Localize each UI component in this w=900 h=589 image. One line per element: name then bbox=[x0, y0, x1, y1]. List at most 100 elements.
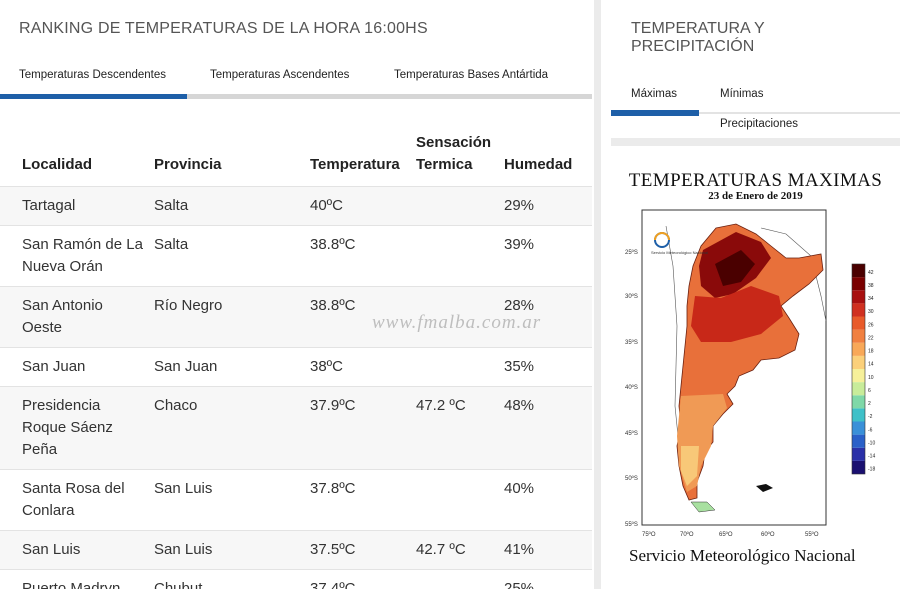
legend-swatch bbox=[852, 395, 865, 409]
table-header-row: Localidad Provincia Temperatura Sensació… bbox=[0, 128, 592, 187]
legend-label: -14 bbox=[868, 454, 875, 460]
legend-label: -6 bbox=[868, 427, 873, 433]
legend-swatch bbox=[852, 369, 865, 383]
legend-label: 10 bbox=[868, 375, 874, 381]
table-row: San Antonio Oeste Río Negro 38.8ºC 28% bbox=[0, 286, 592, 348]
legend-swatch bbox=[852, 447, 865, 461]
header-humedad: Humedad bbox=[504, 128, 592, 187]
lat-label: 35ºS bbox=[625, 339, 638, 346]
table-row: Tartagal Salta 40ºC 29% bbox=[0, 186, 592, 226]
lon-label: 55ºO bbox=[805, 531, 819, 538]
map-date: 23 de Enero de 2019 bbox=[708, 190, 803, 202]
cell-localidad: Tartagal bbox=[0, 186, 154, 226]
map-footer: Servicio Meteorológico Nacional bbox=[629, 546, 856, 565]
cell-provincia: Chubut bbox=[154, 569, 310, 589]
tierra-del-fuego bbox=[690, 501, 716, 513]
legend-label: 18 bbox=[868, 349, 874, 355]
cell-humedad: 35% bbox=[504, 347, 592, 387]
cell-humedad: 48% bbox=[504, 386, 592, 470]
ranking-title: RANKING DE TEMPERATURAS DE LA HORA 16:00… bbox=[19, 20, 428, 37]
lon-label: 60ºO bbox=[761, 531, 775, 538]
color-legend: 42 38 34 30 26 22 18 14 10 6 2 -2 -6 -10 -14 -18 bbox=[851, 263, 875, 475]
cell-sensacion bbox=[416, 286, 504, 348]
legend-label: 22 bbox=[868, 335, 874, 341]
tab-temperaturas-bases-antartida[interactable]: Temperaturas Bases Antártida bbox=[394, 69, 549, 81]
legend-swatch bbox=[852, 460, 865, 474]
cell-temperatura: 38.8ºC bbox=[310, 286, 416, 348]
country-border bbox=[665, 225, 682, 467]
cell-temperatura: 40ºC bbox=[310, 186, 416, 226]
lat-label: 55ºS bbox=[625, 521, 638, 528]
cell-provincia: San Luis bbox=[154, 469, 310, 531]
header-sensacion-termica: Sensación Termica bbox=[416, 128, 504, 187]
cell-sensacion bbox=[416, 225, 504, 287]
table-row: Puerto Madryn Chubut 37.4ºC 25% bbox=[0, 569, 592, 589]
cell-localidad: San Antonio Oeste bbox=[0, 286, 154, 348]
lon-label: 75ºO bbox=[642, 531, 656, 538]
legend-swatch bbox=[852, 303, 865, 317]
table-row: San Luis San Luis 37.5ºC 42.7 ºC 41% bbox=[0, 530, 592, 570]
cell-humedad: 39% bbox=[504, 225, 592, 287]
cell-sensacion bbox=[416, 186, 504, 226]
legend-swatch bbox=[852, 264, 865, 278]
tab-minimas[interactable]: Mínimas bbox=[720, 88, 764, 100]
panel-title: TEMPERATURA Y PRECIPITACIÓN bbox=[631, 20, 831, 56]
lon-label: 65ºO bbox=[719, 531, 733, 538]
logo-text: Servicio Meteorológico Nacional bbox=[651, 250, 708, 255]
cool-zone bbox=[681, 446, 699, 486]
legend-swatch bbox=[852, 329, 865, 343]
legend-label: 26 bbox=[868, 322, 874, 328]
cell-provincia: Chaco bbox=[154, 386, 310, 470]
cell-sensacion: 47.2 ºC bbox=[416, 386, 504, 470]
temperature-ranking-panel: RANKING DE TEMPERATURAS DE LA HORA 16:00… bbox=[0, 20, 592, 589]
tab-maximas[interactable]: Máximas bbox=[631, 88, 678, 100]
tab-track bbox=[699, 112, 900, 114]
active-tab-indicator bbox=[611, 110, 699, 116]
legend-swatch bbox=[852, 382, 865, 396]
map-graphic: 25ºS 30ºS 35ºS 40ºS 45ºS 50ºS 55ºS 75ºO … bbox=[625, 209, 875, 538]
legend-swatch bbox=[852, 277, 865, 291]
panel-divider bbox=[594, 0, 601, 589]
legend-label: 14 bbox=[868, 362, 874, 368]
cell-temperatura: 37.5ºC bbox=[310, 530, 416, 570]
tab-temperaturas-descendentes[interactable]: Temperaturas Descendentes bbox=[19, 69, 167, 81]
legend-label: 6 bbox=[868, 388, 871, 394]
heat-zone bbox=[691, 286, 783, 342]
table-row: Santa Rosa del Conlara San Luis 37.8ºC 4… bbox=[0, 469, 592, 531]
lon-label: 70ºO bbox=[680, 531, 694, 538]
legend-label: 30 bbox=[868, 309, 874, 315]
lat-label: 45ºS bbox=[625, 430, 638, 437]
temperature-precipitation-panel: TEMPERATURA Y PRECIPITACIÓN Máximas Míni… bbox=[611, 0, 900, 589]
legend-swatch bbox=[852, 355, 865, 369]
cell-sensacion bbox=[416, 469, 504, 531]
heat-core-peak bbox=[715, 250, 755, 286]
map-title: TEMPERATURAS MAXIMAS bbox=[628, 170, 883, 191]
cell-localidad: San Juan bbox=[0, 347, 154, 387]
legend-label: 34 bbox=[868, 296, 874, 302]
watermark: www.fmalba.com.ar bbox=[372, 312, 542, 333]
header-localidad: Localidad bbox=[0, 128, 154, 187]
lat-label: 40ºS bbox=[625, 384, 638, 391]
cell-localidad: San Luis bbox=[0, 530, 154, 570]
cell-provincia: Salta bbox=[154, 225, 310, 287]
lat-label: 50ºS bbox=[625, 475, 638, 482]
legend-label: -10 bbox=[868, 440, 875, 446]
tab-temperaturas-ascendentes[interactable]: Temperaturas Ascendentes bbox=[210, 69, 350, 81]
cell-sensacion bbox=[416, 347, 504, 387]
cell-sensacion bbox=[416, 569, 504, 589]
panel-title-line2: PRECIPITACIÓN bbox=[631, 38, 755, 55]
malvinas-islands bbox=[756, 484, 773, 492]
table-row: San Juan San Juan 38ºC 35% bbox=[0, 347, 592, 387]
max-temperature-map: TEMPERATURAS MAXIMAS 23 de Enero de 2019… bbox=[611, 146, 900, 589]
cell-localidad: Puerto Madryn bbox=[0, 569, 154, 589]
cell-temperatura: 38ºC bbox=[310, 347, 416, 387]
tab-track bbox=[0, 94, 592, 99]
cell-provincia: Salta bbox=[154, 186, 310, 226]
cell-temperatura: 37.8ºC bbox=[310, 469, 416, 531]
table-row: Presidencia Roque Sáenz Peña Chaco 37.9º… bbox=[0, 386, 592, 470]
cell-humedad: 41% bbox=[504, 530, 592, 570]
tab-precipitaciones[interactable]: Precipitaciones bbox=[720, 118, 798, 130]
cell-localidad: Presidencia Roque Sáenz Peña bbox=[0, 386, 154, 470]
cell-humedad: 29% bbox=[504, 186, 592, 226]
legend-label: -2 bbox=[868, 414, 873, 420]
